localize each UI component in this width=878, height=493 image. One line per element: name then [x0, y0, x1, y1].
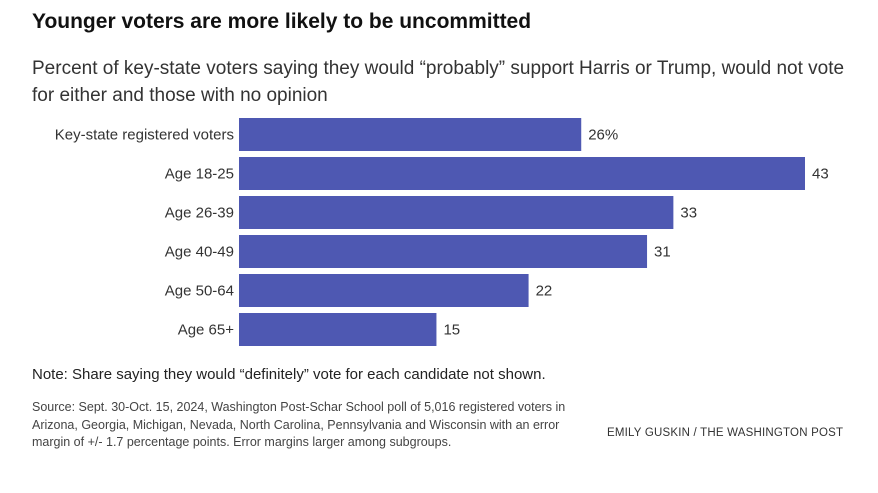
- category-label-3: Age 40-49: [165, 244, 234, 261]
- value-label-0: 26%: [588, 127, 618, 144]
- category-label-1: Age 18-25: [165, 166, 234, 183]
- value-label-5: 15: [443, 322, 460, 339]
- bar-4: [239, 274, 529, 307]
- value-label-3: 31: [654, 244, 671, 261]
- value-label-4: 22: [536, 283, 553, 300]
- category-label-2: Age 26-39: [165, 205, 234, 222]
- bar-1: [239, 157, 805, 190]
- category-label-0: Key-state registered voters: [55, 127, 234, 144]
- bar-3: [239, 235, 648, 268]
- bar-0: [239, 118, 582, 151]
- bar-5: [239, 313, 437, 346]
- value-label-2: 33: [680, 205, 697, 222]
- chart-note: Note: Share saying they would “definitel…: [32, 366, 546, 383]
- value-label-1: 43: [812, 166, 829, 183]
- category-label-4: Age 50-64: [165, 283, 234, 300]
- chart-title: Younger voters are more likely to be unc…: [32, 10, 532, 33]
- category-label-5: Age 65+: [178, 322, 235, 339]
- bar-chart: Key-state registered voters 26% Age 18-25 4…: [55, 118, 829, 346]
- credit-text: EMILY GUSKIN / THE WASHINGTON POST: [607, 427, 844, 439]
- source-text: Source: Sept. 30-Oct. 15, 2024, Washingt…: [32, 400, 566, 449]
- chart-subtitle: Percent of key-state voters saying they …: [32, 58, 845, 106]
- bar-2: [239, 196, 674, 229]
